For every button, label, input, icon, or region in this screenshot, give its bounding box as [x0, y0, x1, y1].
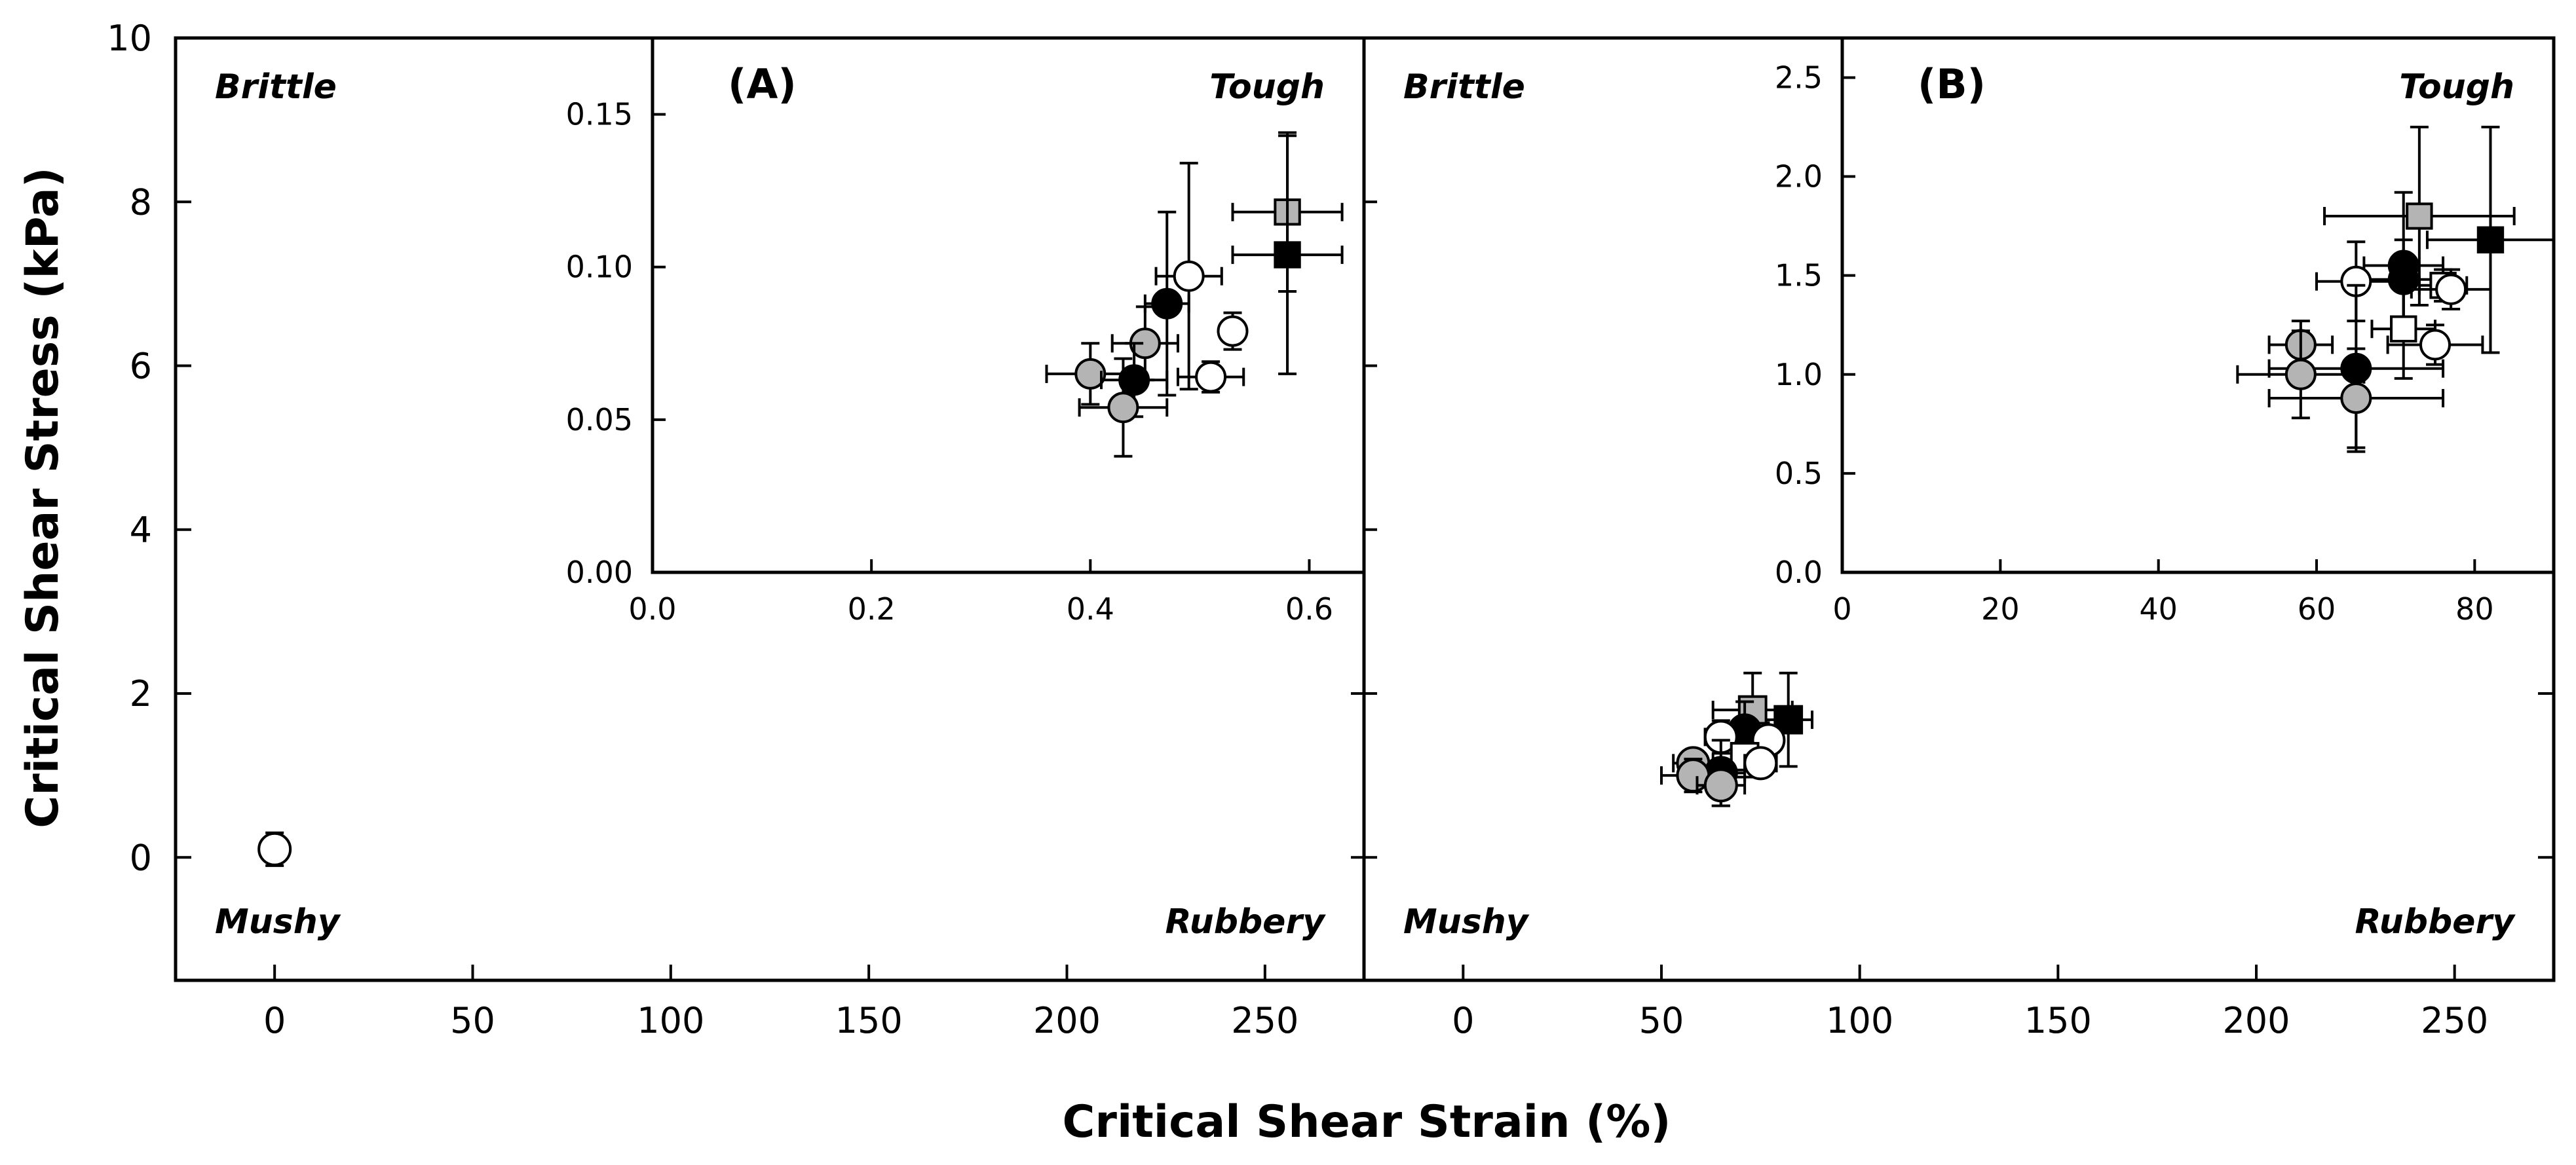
inset-point: [2410, 268, 2492, 311]
inset-y-tick-label: 2.0: [1775, 159, 1823, 194]
circle-marker: [1118, 364, 1150, 396]
inset-point: [2370, 278, 2436, 380]
inset-point: [1078, 357, 1169, 458]
quadrant-label-brittle: Brittle: [215, 67, 337, 107]
inset-point: [1154, 162, 1223, 391]
inset-x-tick-label: 0.4: [1067, 591, 1114, 627]
inset-x-tick-label: 0.0: [628, 591, 676, 627]
x-tick-label: 50: [1639, 1000, 1684, 1041]
y-tick-label: 4: [130, 509, 152, 551]
inset-point: [1217, 311, 1249, 351]
panel-tag: (B): [1918, 60, 1986, 108]
inset-x-tick-label: 0: [1832, 591, 1851, 627]
inset-y-tick-label: 1.5: [1775, 258, 1823, 293]
x-tick-label: 200: [1033, 1000, 1101, 1041]
quadrant-label-rubbery: Rubbery: [2355, 902, 2516, 942]
circle-marker: [2284, 358, 2317, 390]
inset-x-tick-label: 20: [1981, 591, 2020, 627]
inset-frame: [1840, 36, 2556, 574]
x-tick-label: 100: [637, 1000, 704, 1041]
y-tick-label: 0: [130, 837, 152, 878]
y-tick-label: 8: [130, 181, 152, 223]
x-tick-label: 150: [835, 1000, 903, 1041]
x-tick-label: 100: [1826, 1000, 1893, 1041]
square-marker: [2476, 226, 2505, 253]
y-tick-label: 2: [130, 673, 152, 714]
inset-point: [1045, 342, 1136, 406]
panel-tag: (A): [728, 60, 797, 108]
x-tick-label: 0: [1452, 1000, 1474, 1041]
inset-x-tick-label: 40: [2139, 591, 2178, 627]
inset-y-tick-label: 0.5: [1775, 456, 1823, 491]
circle-marker: [1195, 361, 1227, 393]
inset-x-tick-label: 0.2: [848, 591, 896, 627]
circle-marker: [1173, 260, 1205, 292]
quadrant-label-brittle: Brittle: [1403, 67, 1525, 107]
circle-marker: [1151, 287, 1183, 320]
x-tick-label: 250: [2421, 1000, 2488, 1041]
inset-x-tick-label: 60: [2298, 591, 2336, 627]
inset-point: [2267, 347, 2445, 449]
inset-y-tick-label: 0.00: [566, 555, 633, 590]
inset-y-tick-label: 0.15: [566, 97, 633, 132]
circle-marker: [2340, 382, 2372, 415]
quadrant-label-mushy: Mushy: [1403, 902, 1530, 942]
circle-marker: [1703, 768, 1738, 803]
inset-frame: [651, 36, 1366, 574]
main-point: [1743, 746, 1778, 781]
inset-point: [2236, 329, 2366, 420]
inset-y-tick-label: 0.05: [566, 402, 633, 437]
circle-marker: [1074, 358, 1107, 390]
quadrant-label-mushy: Mushy: [215, 902, 341, 942]
circle-marker: [1743, 746, 1778, 781]
x-tick-label: 150: [2024, 1000, 2092, 1041]
inset-y-tick-label: 0.10: [566, 250, 633, 285]
x-tick-label: 200: [2222, 1000, 2290, 1041]
x-tick-label: 50: [450, 1000, 495, 1041]
inset-point: [2323, 126, 2516, 306]
y-tick-label: 10: [107, 18, 152, 59]
y-axis-title: Critical Shear Stress (kPa): [17, 167, 69, 828]
main-point: [1695, 763, 1747, 807]
square-marker: [1274, 241, 1301, 268]
y-tick-label: 6: [130, 346, 152, 387]
x-tick-label: 0: [263, 1000, 286, 1041]
x-axis-title: Critical Shear Strain (%): [1063, 1096, 1671, 1148]
inset-point: [1231, 134, 1344, 375]
inset-x-tick-label: 80: [2455, 591, 2494, 627]
inset-point: [1143, 210, 1190, 397]
square-marker: [2390, 315, 2417, 342]
circle-marker: [257, 832, 292, 866]
inset-y-tick-label: 1.0: [1775, 357, 1823, 392]
inset-y-tick-label: 2.5: [1775, 60, 1823, 95]
inset-x-tick-label: 0.6: [1285, 591, 1333, 627]
inset-point: [2425, 126, 2555, 354]
main-point: [257, 831, 292, 867]
circle-marker: [1217, 315, 1249, 347]
circle-marker: [2435, 273, 2467, 305]
quadrant-label-tough: Tough: [2399, 67, 2514, 107]
circle-marker: [2419, 329, 2451, 361]
inset-y-tick-label: 0.0: [1775, 555, 1823, 590]
circle-marker: [1107, 392, 1139, 424]
quadrant-label-rubbery: Rubbery: [1165, 902, 1327, 942]
inset-point: [1176, 360, 1245, 394]
quadrant-label-tough: Tough: [1209, 67, 1325, 107]
square-marker: [2406, 202, 2433, 230]
inset-point: [2386, 324, 2484, 366]
x-tick-label: 250: [1231, 1000, 1298, 1041]
